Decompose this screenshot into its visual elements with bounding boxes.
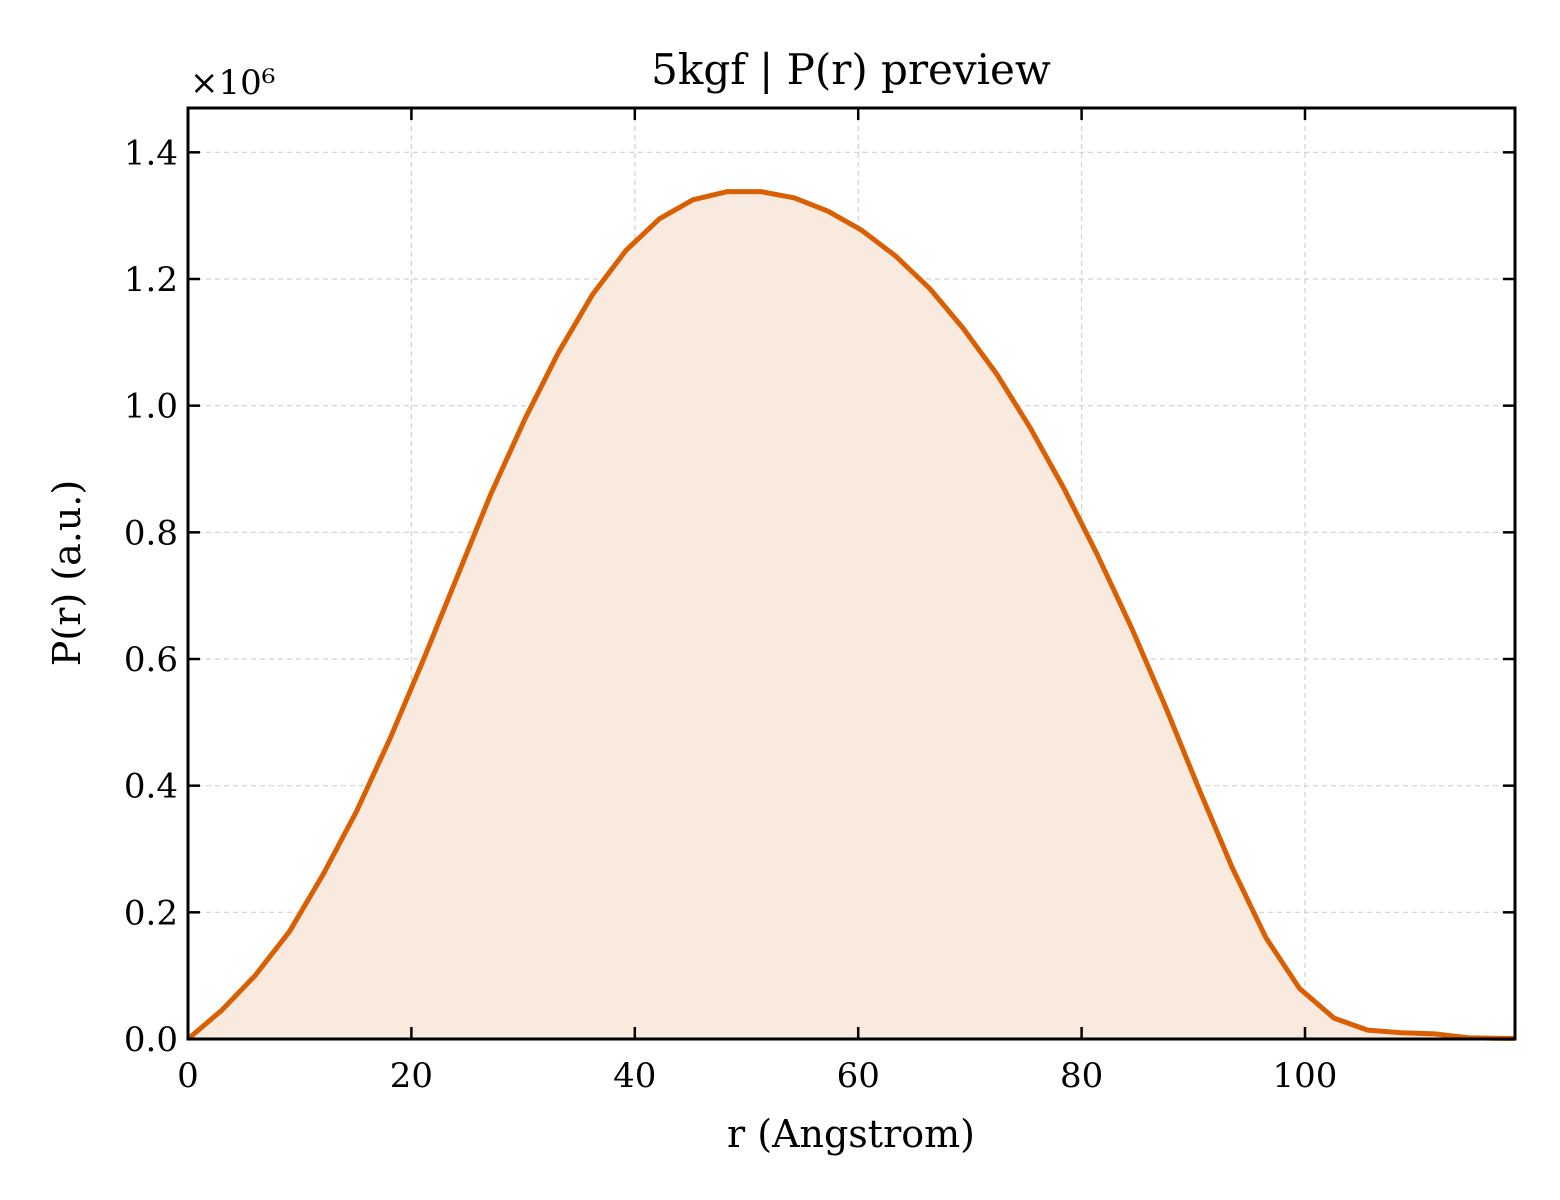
y-tick-labels: 0.0 0.2 0.4 0.6 0.8 1.0 1.2 1.4: [124, 133, 178, 1060]
y-multiplier-label: ×10⁶: [190, 63, 275, 103]
axis-ticks: [186, 108, 1515, 1041]
y-tick-label: 0.4: [124, 767, 178, 807]
y-tick-label: 1.2: [124, 260, 178, 300]
x-tick-label: 100: [1273, 1056, 1338, 1096]
y-tick-label: 0.0: [124, 1020, 178, 1060]
x-tick-label: 60: [837, 1056, 880, 1096]
plot-frame: [186, 106, 1517, 1041]
y-tick-label: 0.8: [124, 513, 178, 553]
pr-area-fill: [188, 191, 1515, 1040]
y-tick-label: 0.6: [124, 640, 178, 680]
y-tick-label: 1.4: [124, 133, 178, 173]
x-tick-label: 20: [390, 1056, 433, 1096]
data-points: [187, 191, 1516, 1040]
x-axis-title: r (Angstrom): [727, 1112, 975, 1156]
y-tick-label: 0.2: [124, 893, 178, 933]
x-tick-label: 40: [613, 1056, 656, 1096]
x-tick-label: 0: [177, 1056, 199, 1096]
y-tick-label: 1.0: [124, 387, 178, 427]
chart-title: 5kgf | P(r) preview: [651, 45, 1051, 94]
x-tick-label: 80: [1060, 1056, 1103, 1096]
y-axis-title: P(r) (a.u.): [45, 480, 89, 666]
x-tick-labels: 0 20 40 60 80 100: [177, 1056, 1337, 1096]
